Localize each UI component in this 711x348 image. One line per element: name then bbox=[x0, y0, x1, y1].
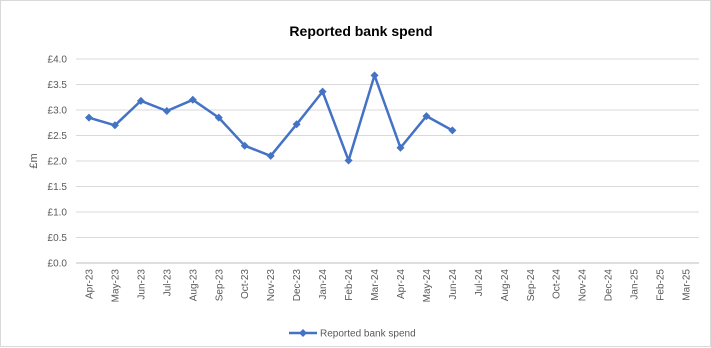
y-tick-label: £3.0 bbox=[48, 106, 68, 117]
y-tick-label: £4.0 bbox=[48, 55, 68, 66]
x-tick-label: Jul-24 bbox=[474, 269, 485, 297]
data-point bbox=[344, 156, 353, 165]
data-point bbox=[84, 113, 93, 122]
y-tick-labels: £0.0 £0.5 £1.0 £1.5 £2.0 £2.5 £3.0 £3.5 £4.0 bbox=[48, 55, 68, 270]
x-tick-label: Nov-23 bbox=[266, 269, 277, 302]
gridlines bbox=[76, 58, 699, 264]
x-tick-label: Mar-25 bbox=[682, 269, 693, 301]
legend-label: Reported bank spend bbox=[320, 329, 416, 340]
x-tick-label: Nov-24 bbox=[578, 269, 589, 302]
data-point bbox=[318, 87, 327, 96]
y-tick-label: £2.0 bbox=[48, 157, 68, 168]
x-tick-label: Sep-24 bbox=[526, 269, 537, 302]
y-tick-label: £3.5 bbox=[48, 80, 68, 91]
data-point bbox=[240, 141, 249, 150]
x-tick-label: Apr-24 bbox=[396, 269, 407, 299]
x-tick-label: Feb-24 bbox=[344, 269, 355, 301]
x-tick-label: Oct-24 bbox=[552, 269, 563, 299]
y-tick-label: £1.0 bbox=[48, 208, 68, 219]
x-tick-labels: Apr-23 May-23 Jun-23 Jul-23 Aug-23 Sep-23 Oct-… bbox=[84, 269, 692, 303]
x-tick-label: Dec-23 bbox=[292, 269, 303, 302]
x-tick-label: Jun-23 bbox=[136, 269, 147, 300]
legend-marker bbox=[299, 329, 307, 337]
x-tick-label: Mar-24 bbox=[370, 269, 381, 301]
x-tick-label: Oct-23 bbox=[240, 269, 251, 299]
x-tick-label: Sep-23 bbox=[214, 269, 225, 302]
y-axis-label: £m bbox=[28, 153, 40, 168]
data-point bbox=[136, 96, 145, 105]
x-tick-label: Apr-23 bbox=[84, 269, 95, 299]
data-point bbox=[214, 113, 223, 122]
data-point bbox=[266, 151, 275, 160]
data-point bbox=[370, 71, 379, 80]
x-tick-label: Jul-23 bbox=[162, 269, 173, 297]
x-tick-label: May-24 bbox=[422, 269, 433, 303]
data-point bbox=[422, 112, 431, 121]
data-point bbox=[110, 121, 119, 130]
y-tick-label: £2.5 bbox=[48, 131, 68, 142]
x-tick-label: Dec-24 bbox=[604, 269, 615, 302]
data-point bbox=[396, 143, 405, 152]
x-tick-label: Jun-24 bbox=[448, 269, 459, 300]
data-point bbox=[188, 95, 197, 104]
legend: Reported bank spend bbox=[289, 329, 416, 340]
x-tick-label: Jan-25 bbox=[630, 269, 641, 300]
x-tick-label: Jan-24 bbox=[318, 269, 329, 300]
series-layer bbox=[84, 71, 457, 165]
y-tick-label: £1.5 bbox=[48, 182, 68, 193]
x-tick-label: Feb-25 bbox=[656, 269, 667, 301]
y-tick-label: £0.0 bbox=[48, 259, 68, 270]
x-tick-label: Aug-23 bbox=[188, 269, 199, 302]
x-tick-label: Aug-24 bbox=[500, 269, 511, 302]
y-tick-label: £0.5 bbox=[48, 233, 68, 244]
chart-title: Reported bank spend bbox=[289, 23, 432, 39]
x-tick-label: May-23 bbox=[110, 269, 121, 303]
data-point bbox=[162, 107, 171, 116]
data-point bbox=[292, 120, 301, 129]
